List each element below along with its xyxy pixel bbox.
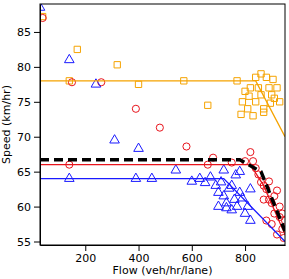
point	[260, 196, 267, 203]
line	[40, 160, 285, 231]
x-tick-label: 400	[129, 252, 150, 265]
y-tick: 70	[17, 131, 40, 144]
point	[91, 79, 101, 87]
point	[131, 173, 141, 181]
x-axis-line	[41, 245, 286, 246]
marks	[40, 4, 285, 242]
plot: 200 400 600 800 55 60 65 70 75 80 85	[17, 2, 289, 265]
y-tick-label: 80	[17, 61, 31, 74]
y-tick-mark	[34, 207, 40, 208]
point	[266, 85, 272, 91]
point	[250, 113, 256, 119]
y-tick-mark	[34, 137, 40, 138]
point	[274, 85, 280, 91]
x-tick-label: 600	[182, 252, 203, 265]
y-axis-line	[40, 5, 41, 246]
point	[243, 201, 253, 209]
y-tick-mark	[34, 102, 40, 103]
point	[238, 111, 244, 117]
point	[74, 46, 80, 52]
y-tick-label: 55	[17, 236, 31, 249]
point	[205, 102, 211, 108]
point	[246, 93, 252, 99]
line	[40, 165, 285, 235]
frame	[40, 4, 285, 245]
chart: 200 400 600 800 55 60 65 70 75 80 85 Flow (veh/hr/l…	[0, 0, 289, 279]
point	[64, 173, 74, 181]
x-tick: 800	[235, 245, 256, 265]
point	[110, 135, 120, 143]
y-tick-label: 70	[17, 131, 31, 144]
y-tick-label: 75	[17, 96, 31, 109]
point	[171, 165, 181, 173]
y-axis-title: Speed (km/hr)	[0, 85, 13, 164]
point	[235, 166, 245, 174]
y-tick-mark	[34, 172, 40, 173]
point	[273, 187, 280, 194]
y-axis: 55 60 65 70 75 80 85	[17, 5, 41, 249]
point	[219, 191, 229, 199]
x-tick-mark	[245, 245, 246, 251]
point	[64, 54, 74, 62]
point	[156, 124, 163, 131]
point	[247, 85, 253, 91]
y-tick-label: 85	[17, 26, 31, 39]
x-tick-label: 800	[235, 252, 256, 265]
y-tick-label: 65	[17, 166, 31, 179]
point	[268, 220, 275, 227]
x-tick-mark	[192, 245, 193, 251]
point	[245, 106, 251, 112]
point	[216, 177, 226, 185]
y-tick: 80	[17, 61, 40, 74]
point	[214, 201, 224, 209]
y-tick: 65	[17, 166, 40, 179]
point	[68, 79, 75, 86]
point	[232, 201, 242, 209]
line	[40, 179, 285, 242]
x-axis-title: Flow (veh/hr/lane)	[113, 264, 213, 277]
y-tick: 60	[17, 201, 40, 214]
y-tick: 85	[17, 26, 40, 39]
x-tick: 200	[75, 245, 96, 265]
point	[183, 143, 190, 150]
y-tick: 55	[17, 236, 40, 249]
point	[261, 109, 267, 115]
x-tick-label: 200	[75, 252, 96, 265]
x-tick-mark	[139, 245, 140, 251]
line	[40, 81, 285, 137]
y-tick-mark	[34, 67, 40, 68]
point	[211, 180, 221, 188]
x-axis: 200 400 600 800	[41, 245, 286, 265]
point	[114, 62, 120, 68]
point	[253, 74, 259, 80]
y-tick-mark	[34, 242, 40, 243]
y-tick: 75	[17, 96, 40, 109]
point	[135, 81, 141, 87]
point	[239, 99, 245, 105]
point	[219, 165, 229, 173]
point	[147, 173, 157, 181]
x-tick-mark	[85, 245, 86, 251]
point	[270, 76, 276, 82]
point	[276, 203, 283, 210]
point	[246, 184, 256, 192]
point	[132, 105, 139, 112]
point	[249, 158, 256, 165]
point	[247, 149, 254, 156]
point	[98, 79, 105, 86]
y-tick-mark	[34, 32, 40, 33]
x-tick: 400	[129, 245, 150, 265]
point	[134, 143, 144, 151]
y-tick-label: 60	[17, 201, 31, 214]
point	[187, 176, 197, 184]
point	[246, 215, 256, 223]
point	[253, 99, 259, 105]
point	[277, 99, 283, 105]
point	[265, 178, 272, 185]
x-tick: 600	[182, 245, 203, 265]
